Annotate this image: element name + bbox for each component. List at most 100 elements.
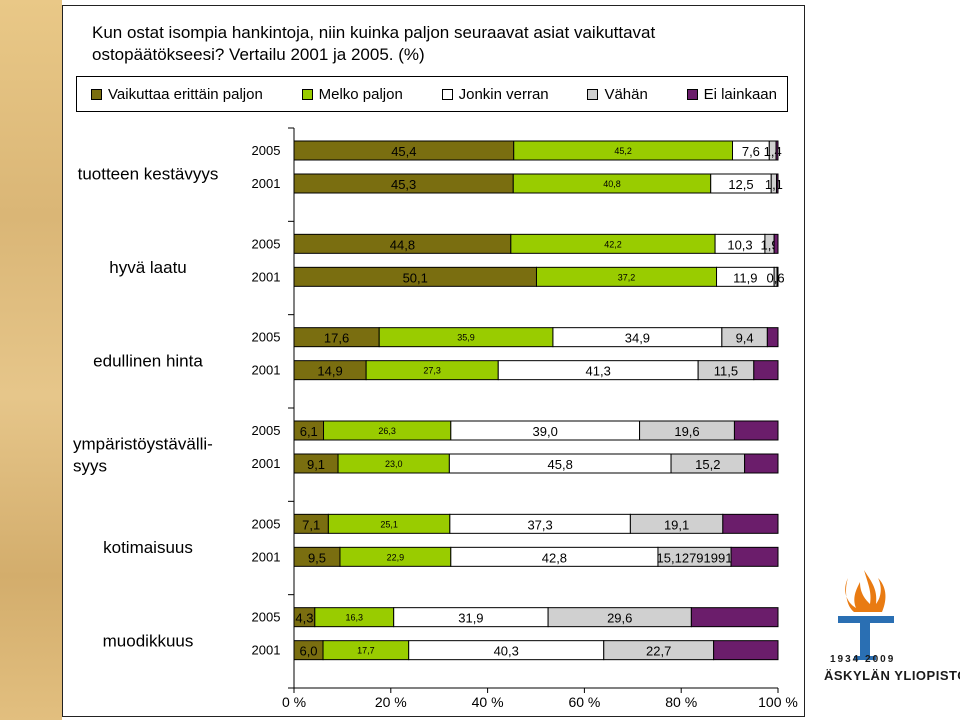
legend-item: Vähän: [587, 85, 648, 103]
data-label: 35,9: [457, 333, 475, 343]
data-label: 25,1: [380, 519, 398, 529]
data-label: 11,9: [733, 270, 757, 285]
data-label: 27,3: [423, 366, 441, 376]
category-label: kotimaisuus: [103, 538, 193, 557]
year-label: 2001: [252, 549, 281, 564]
data-label: 9,1: [307, 457, 325, 472]
category-label: ympäristöystävälli-syys: [73, 435, 213, 476]
year-label: 2005: [252, 330, 281, 345]
bar-segment: [775, 140, 779, 161]
legend-item: Ei lainkaan: [686, 85, 777, 103]
bar-segment: [753, 360, 779, 381]
bar-segment: [744, 453, 779, 474]
data-label: 42,8: [542, 550, 567, 565]
data-label: 19,6: [674, 424, 699, 439]
bar-segment: [733, 420, 779, 441]
data-label: 17,7: [357, 646, 375, 656]
data-label: 11,5: [714, 364, 738, 379]
x-tick-label: 40 %: [472, 694, 504, 710]
legend-item: Melko paljon: [301, 85, 403, 103]
data-label: 22,9: [387, 552, 405, 562]
x-tick-label: 100 %: [758, 694, 798, 710]
chart-title: Kun ostat isompia hankintoja, niin kuink…: [92, 23, 656, 64]
data-label: 37,3: [527, 517, 552, 532]
data-label: 9,5: [308, 550, 326, 565]
x-tick-label: 60 %: [568, 694, 600, 710]
bar-segment: [773, 233, 779, 254]
data-label: 0,6: [767, 270, 785, 285]
decorative-side-strip: [0, 0, 62, 720]
data-label: 44,8: [390, 237, 415, 252]
year-label: 2005: [252, 610, 281, 625]
data-label: 15,12791991: [657, 550, 733, 565]
legend-item: Vaikuttaa erittäin paljon: [91, 86, 263, 103]
data-label: 16,3: [345, 613, 363, 623]
data-label: 37,2: [618, 272, 636, 282]
year-label: 2001: [252, 456, 281, 471]
data-label: 6,0: [299, 644, 317, 659]
data-label: 7,1: [302, 517, 320, 532]
data-label: 7,6: [742, 144, 760, 159]
legend-item: Jonkin verran: [441, 85, 549, 103]
bar-segment: [776, 173, 779, 194]
data-label: 40,8: [603, 179, 621, 189]
bar-segment: [730, 546, 779, 567]
legend-label: Vähän: [604, 85, 648, 103]
year-label: 2005: [252, 516, 281, 531]
legend-swatch: [91, 88, 102, 100]
category-label: tuotteen kestävyys: [78, 165, 219, 184]
category-label: muodikkuus: [103, 631, 194, 650]
x-tick-label: 20 %: [375, 694, 407, 710]
data-label: 6,1: [300, 424, 318, 439]
data-label: 10,3: [727, 237, 752, 252]
year-label: 2001: [252, 176, 281, 191]
bar-segment: [766, 327, 779, 348]
data-label: 29,6: [607, 611, 632, 626]
bar-segment: [776, 266, 779, 287]
category-label: edullinen hinta: [93, 351, 203, 370]
x-tick-label: 80 %: [665, 694, 697, 710]
data-label: 39,0: [533, 424, 558, 439]
data-label: 17,6: [324, 331, 349, 346]
data-label: 14,9: [317, 364, 342, 379]
legend-label: Jonkin verran: [458, 85, 549, 103]
data-label: 22,7: [646, 644, 671, 659]
year-label: 2005: [252, 423, 281, 438]
data-label: 26,3: [378, 426, 396, 436]
data-label: 45,3: [391, 177, 416, 192]
legend-swatch: [301, 88, 313, 100]
data-label: 1,1: [765, 177, 783, 192]
data-label: 34,9: [625, 331, 650, 346]
data-label: 45,2: [614, 146, 632, 156]
chart-legend: Vaikuttaa erittäin paljon Melko paljon Jon…: [76, 76, 788, 112]
year-label: 2005: [252, 143, 281, 158]
legend-label: Ei lainkaan: [703, 85, 777, 103]
year-label: 2001: [252, 643, 281, 658]
data-label: 40,3: [494, 644, 519, 659]
legend-label: Vaikuttaa erittäin paljon: [108, 85, 263, 103]
data-label: 41,3: [586, 364, 611, 379]
data-label: 1,4: [764, 144, 782, 159]
legend-swatch: [686, 88, 698, 100]
bar-segment: [713, 640, 779, 661]
year-label: 2005: [252, 236, 281, 251]
legend-swatch: [587, 88, 599, 100]
data-label: 45,4: [391, 144, 416, 159]
data-label: 23,0: [385, 459, 403, 469]
year-label: 2001: [252, 269, 281, 284]
legend-label: Melko paljon: [318, 85, 403, 103]
data-label: 50,1: [403, 270, 428, 285]
data-label: 4,3: [295, 611, 313, 626]
data-label: 12,5: [728, 177, 753, 192]
year-label: 2001: [252, 363, 281, 378]
data-label: 15,2: [695, 457, 720, 472]
bar-segment: [690, 607, 779, 628]
logo-university-name: ÄSKYLÄN YLIOPISTO: [824, 668, 960, 683]
data-label: 9,4: [736, 331, 754, 346]
x-tick-label: 0 %: [282, 694, 306, 710]
legend-swatch: [441, 88, 453, 100]
data-label: 42,2: [604, 239, 622, 249]
data-label: 19,1: [664, 517, 689, 532]
data-label: 45,8: [548, 457, 573, 472]
